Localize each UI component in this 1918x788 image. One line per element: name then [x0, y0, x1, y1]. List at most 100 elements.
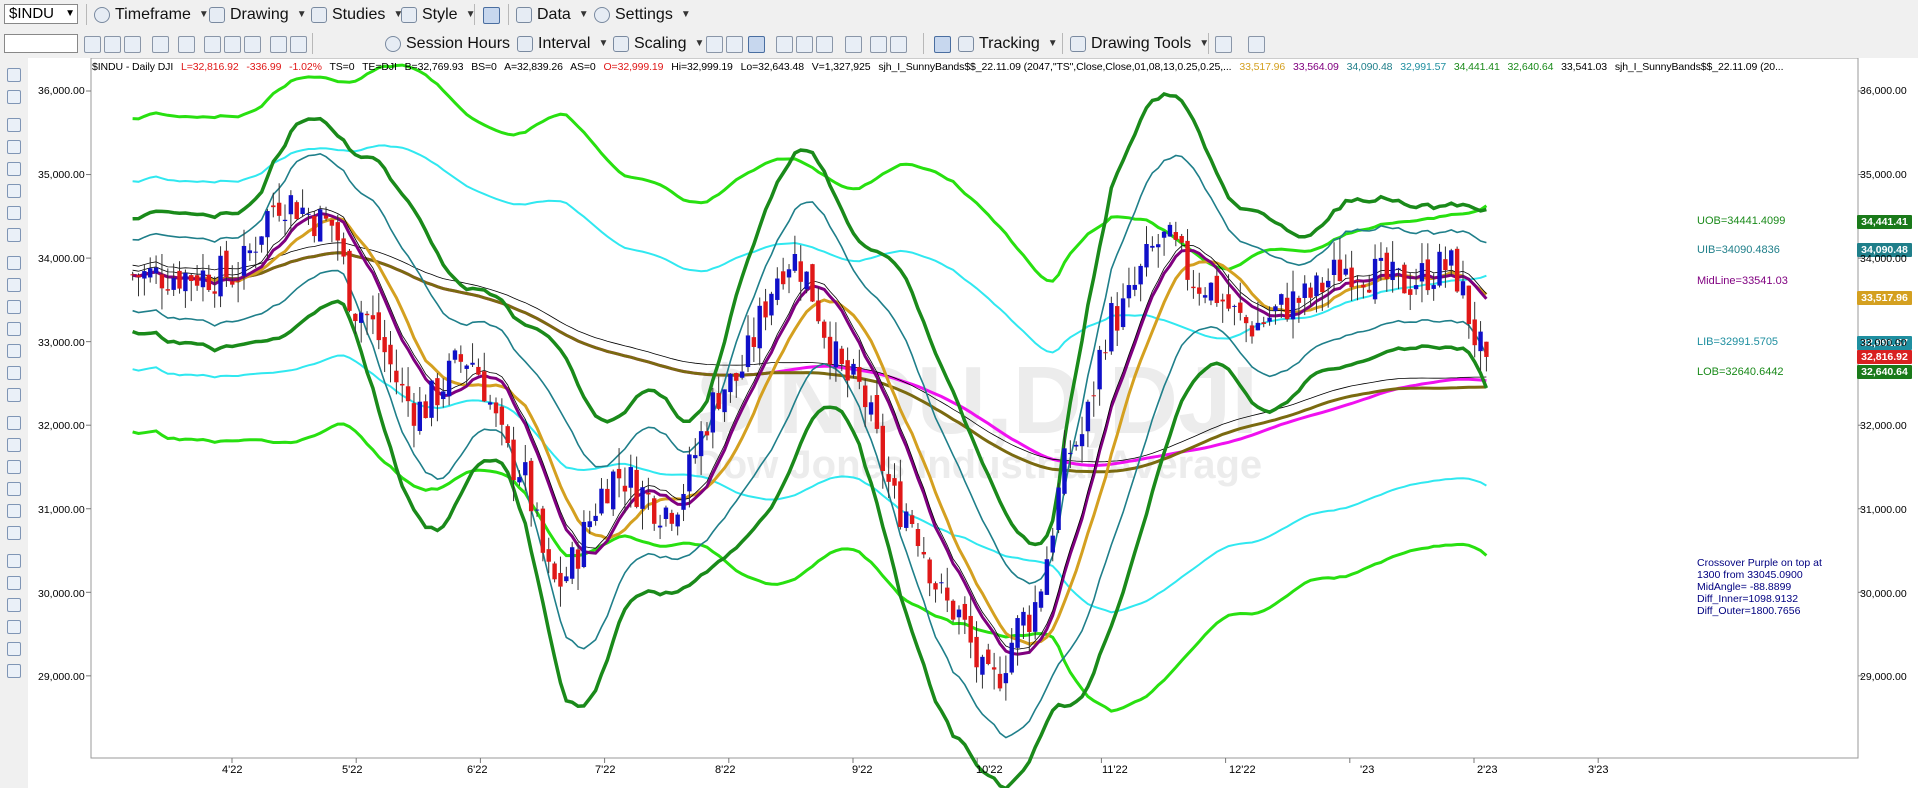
line-icon[interactable] [7, 140, 21, 154]
candle-body [1156, 244, 1161, 248]
candle-body [247, 250, 253, 254]
candle-body [675, 514, 680, 527]
zoom-icon[interactable] [152, 36, 169, 53]
candle-body [628, 467, 633, 488]
fibonacci-icon[interactable] [7, 278, 21, 292]
session-hours-menu[interactable]: Session Hours▼ [385, 33, 528, 54]
candle-body [452, 350, 458, 360]
rectangle-icon[interactable] [7, 504, 21, 518]
candle-body [189, 275, 194, 282]
interval-menu[interactable]: Interval ▼ [517, 33, 608, 54]
x-tick-label: 5'22 [342, 764, 363, 776]
levels-icon[interactable] [7, 322, 21, 336]
zoom-out-icon[interactable] [890, 36, 907, 53]
candle-body [1349, 267, 1354, 288]
candle-body [1261, 322, 1266, 324]
crossover-line: Diff_Inner=1098.9132 [1697, 593, 1799, 605]
x-tick-label: '23 [1360, 764, 1375, 776]
clone-icon[interactable] [204, 36, 221, 53]
legend-high: Hi=32,999.19 [671, 61, 733, 73]
new-chart-icon[interactable] [84, 36, 101, 53]
arrow-left-icon[interactable] [7, 620, 21, 634]
drawing-tools-menu[interactable]: Drawing Tools ▼ [1070, 33, 1209, 54]
format-icon[interactable] [270, 36, 287, 53]
trendline-icon[interactable] [1215, 36, 1232, 53]
scaling-menu[interactable]: Scaling ▼ [613, 33, 704, 54]
candle-body [1073, 444, 1079, 447]
curve-icon[interactable] [7, 416, 21, 430]
drawing-menu[interactable]: Drawing ▼ [209, 4, 307, 25]
trendline-icon[interactable] [7, 118, 21, 132]
candle-body [1402, 264, 1407, 294]
settings-menu[interactable]: Settings ▼ [594, 4, 691, 25]
ohlc-icon[interactable] [776, 36, 793, 53]
tracking-menu[interactable]: Tracking ▼ [958, 33, 1058, 54]
fan-icon[interactable] [7, 366, 21, 380]
crosshair-icon[interactable] [845, 36, 862, 53]
arrow-icon[interactable] [7, 438, 21, 452]
y-tick-label: 32,000.00 [38, 420, 85, 432]
gann-icon[interactable] [7, 388, 21, 402]
arc-icon[interactable] [7, 228, 21, 242]
candle-body [1021, 611, 1026, 626]
refresh-icon[interactable] [178, 36, 195, 53]
text-icon[interactable] [7, 526, 21, 540]
candle-body [739, 371, 745, 378]
zoom-in-icon[interactable] [870, 36, 887, 53]
horizontal-line-icon[interactable] [7, 162, 21, 176]
chart-window[interactable]: $INDU,D,DJI Dow Jones Industrial Average [28, 58, 1918, 788]
print-icon[interactable] [244, 36, 261, 53]
price-badge-uib: 34,090.48 [1857, 243, 1912, 257]
ellipse-icon[interactable] [7, 482, 21, 496]
dot-icon[interactable] [816, 36, 833, 53]
more-tools-icon[interactable] [1248, 36, 1265, 53]
crossover-line: 1300 from 33045.0900 [1697, 569, 1803, 581]
candle-body [1355, 280, 1360, 282]
indicator-icon[interactable] [290, 36, 307, 53]
pointer-icon[interactable] [7, 68, 21, 82]
open-icon[interactable] [104, 36, 121, 53]
chevron-down-icon[interactable]: ▼ [65, 8, 75, 19]
save-icon[interactable] [124, 36, 141, 53]
candlestick-icon[interactable] [748, 36, 765, 53]
data-window-icon[interactable] [934, 36, 951, 53]
style-menu[interactable]: Style ▼ [401, 4, 475, 25]
legend-ts: TS=0 [329, 61, 355, 73]
timeframe-menu[interactable]: Timeframe ▼ [94, 4, 209, 25]
line-chart-icon[interactable] [706, 36, 723, 53]
data-menu[interactable]: Data ▼ [516, 4, 589, 25]
pitchfork-icon[interactable] [7, 206, 21, 220]
layout-icon[interactable] [483, 7, 500, 24]
candle-body [306, 213, 311, 215]
bar-chart-icon[interactable] [726, 36, 743, 53]
vertical-line-icon[interactable] [7, 256, 21, 270]
pencil-icon[interactable] [7, 554, 21, 568]
candle-body [1308, 287, 1313, 298]
link-icon[interactable] [224, 36, 241, 53]
crosshair-icon[interactable] [7, 90, 21, 104]
candle-body [1032, 602, 1038, 632]
candle-body [1267, 317, 1272, 322]
magnet-icon[interactable] [7, 598, 21, 612]
grid-icon[interactable] [7, 300, 21, 314]
edit-icon[interactable] [7, 642, 21, 656]
symbol-input[interactable]: $INDU ▼ [4, 4, 78, 24]
y-tick-label-right: 30,000.00 [1860, 588, 1907, 600]
spiral-icon[interactable] [7, 344, 21, 358]
candle-body [546, 549, 551, 562]
channel-icon[interactable] [7, 184, 21, 198]
style-label: Style [422, 5, 458, 23]
hlc-icon[interactable] [796, 36, 813, 53]
arrow-up-icon[interactable] [7, 460, 21, 474]
legend-ask: A=32,839.26 [504, 61, 563, 73]
delete-drawing-icon[interactable] [7, 576, 21, 590]
interval-input[interactable] [4, 34, 78, 53]
studies-menu[interactable]: Studies ▼ [311, 4, 403, 25]
candle-body [1238, 302, 1243, 313]
legend-te: TE=DJI [362, 61, 397, 73]
text-label-icon[interactable] [7, 664, 21, 678]
candle-body [482, 371, 487, 402]
candle-body [540, 508, 546, 553]
candle-body [1226, 294, 1231, 309]
